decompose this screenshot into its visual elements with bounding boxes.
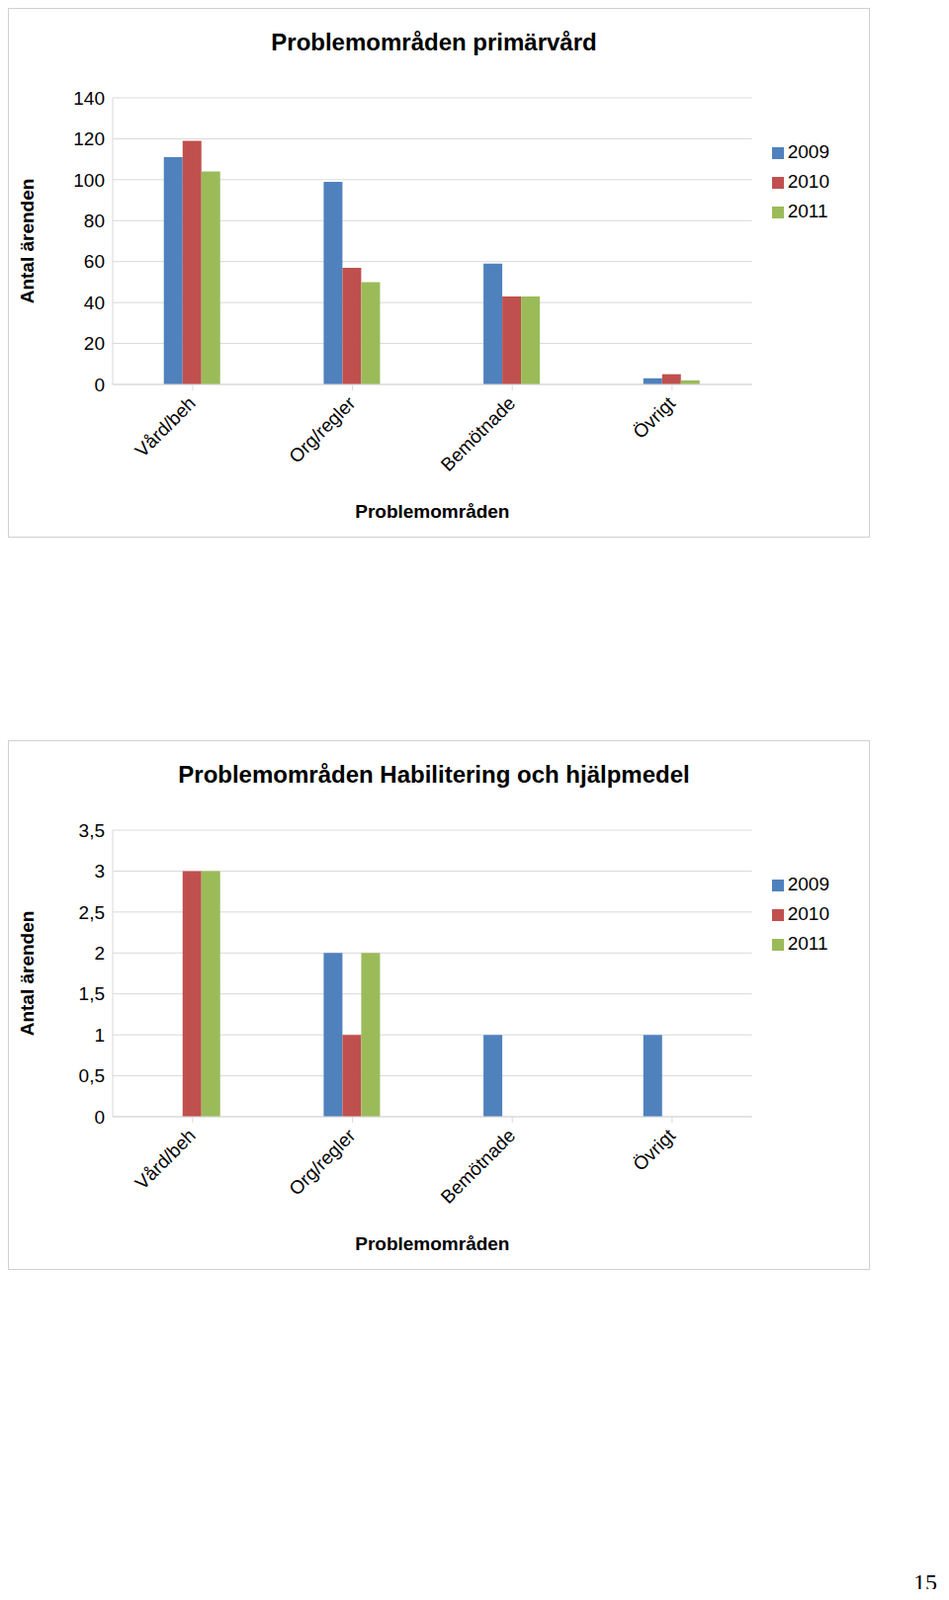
svg-text:60: 60 (84, 251, 105, 272)
svg-text:Övrigt: Övrigt (628, 392, 680, 443)
svg-text:140: 140 (73, 87, 105, 109)
svg-text:Problemområden: Problemområden (354, 1233, 510, 1255)
html-text:Problemområden primärvård: Problemområden primärvård (271, 28, 597, 56)
svg-text:20: 20 (84, 333, 105, 354)
svg-text:40: 40 (84, 292, 105, 314)
svg-text:Bemötnade: Bemötnade (436, 392, 520, 476)
svg-text:Bemötnade: Bemötnade (436, 1124, 520, 1208)
svg-text:Org/regler: Org/regler (284, 1124, 360, 1201)
svg-text:Antal ärenden: Antal ärenden (16, 178, 38, 305)
html-text:Problemområden Habilitering oc: Problemområden Habilitering och hjälpmed… (178, 761, 690, 788)
svg-text:Vård/beh: Vård/beh (131, 1124, 200, 1194)
svg-text:0: 0 (93, 374, 105, 396)
html-text:2011: 2011 (787, 933, 829, 954)
svg-text:100: 100 (73, 170, 105, 191)
svg-text:Org/regler: Org/regler (284, 392, 360, 468)
svg-text:80: 80 (84, 210, 105, 232)
svg-text:Övrigt: Övrigt (628, 1124, 680, 1176)
svg-text:1: 1 (93, 1025, 105, 1046)
svg-text:1,5: 1,5 (79, 983, 105, 1005)
svg-text:120: 120 (73, 128, 105, 150)
svg-text:2: 2 (93, 943, 105, 964)
html-text:15: 15 (913, 1569, 938, 1596)
svg-text:3: 3 (93, 861, 105, 882)
html-text:2011: 2011 (787, 200, 829, 222)
svg-text:0,5: 0,5 (79, 1065, 105, 1087)
svg-text:2,5: 2,5 (79, 902, 105, 924)
svg-text:Antal ärenden: Antal ärenden (16, 911, 38, 1037)
html-text:2009: 2009 (787, 873, 830, 895)
svg-text:Problemområden: Problemområden (354, 501, 510, 522)
html-text:2009: 2009 (787, 141, 830, 163)
svg-text:3,5: 3,5 (79, 820, 105, 842)
svg-text:Vård/beh: Vård/beh (131, 392, 200, 461)
html-text:2010: 2010 (787, 903, 830, 925)
svg-text:0: 0 (93, 1107, 105, 1128)
html-text:2010: 2010 (787, 171, 830, 192)
